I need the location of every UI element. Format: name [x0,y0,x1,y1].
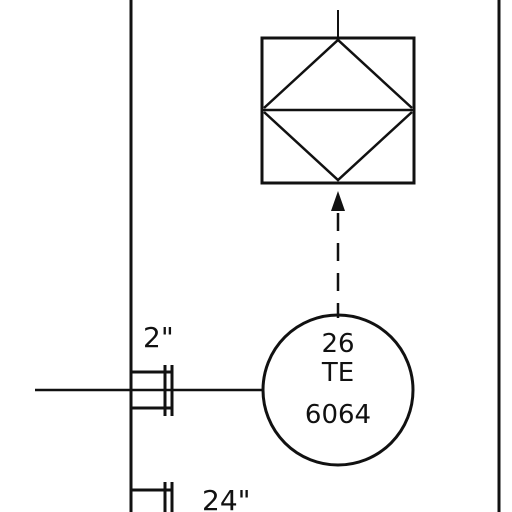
upper-flange [131,365,174,416]
transmitter-symbol [260,36,416,185]
upper-pipe-size-label: 2" [143,321,174,354]
upper-diamond [263,38,413,109]
function-code-label: TE [321,358,354,388]
signal-arrow-icon [331,191,345,211]
lower-diamond [263,111,413,182]
lower-flange [131,482,174,512]
tag-number-label: 6064 [305,400,371,430]
loop-number-label: 26 [321,329,354,359]
lower-pipe-size-label: 24" [202,484,251,512]
